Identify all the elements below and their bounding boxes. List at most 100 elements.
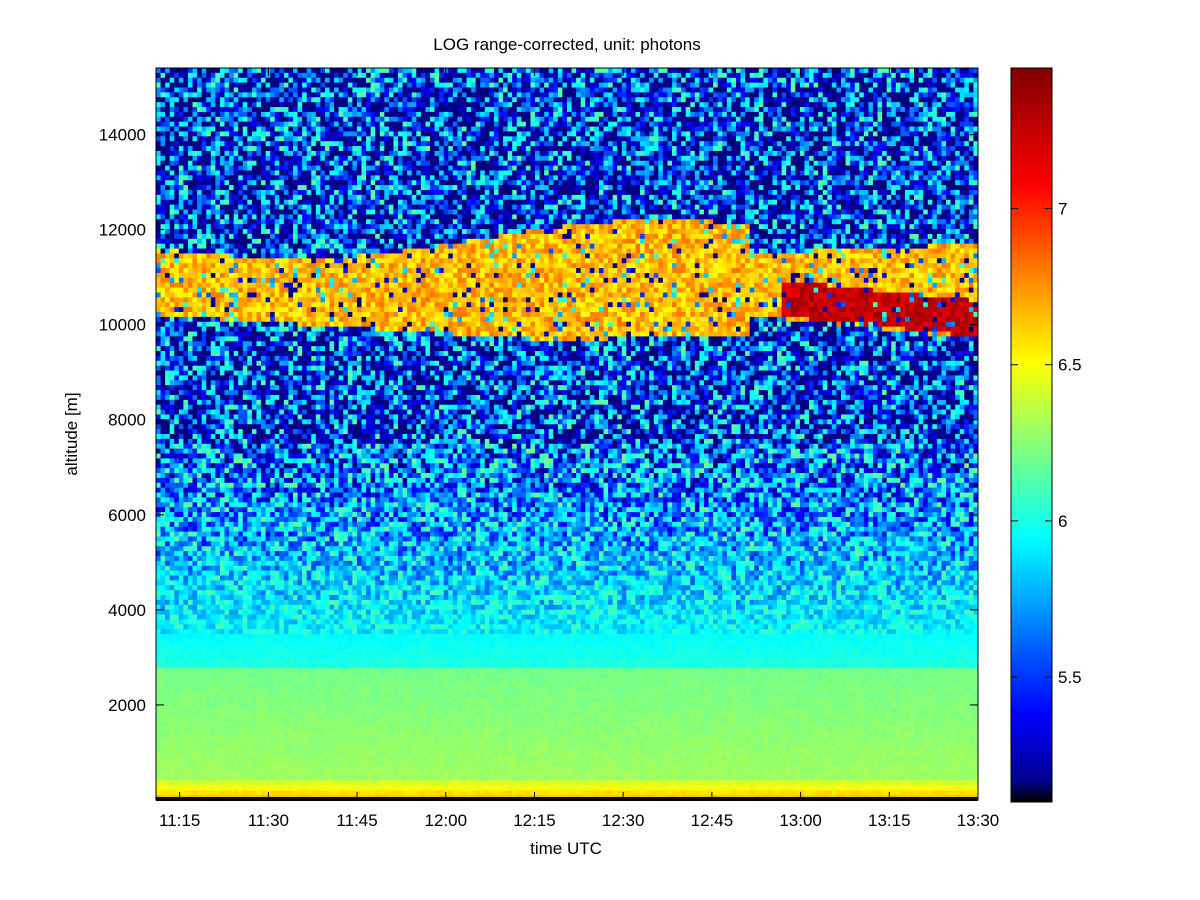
heatmap-cell <box>302 156 307 161</box>
heatmap-cell <box>275 268 280 273</box>
heatmap-cell <box>275 444 280 449</box>
heatmap-cell <box>220 761 225 766</box>
heatmap-cell <box>238 610 243 615</box>
heatmap-cell <box>266 576 271 581</box>
heatmap-cell <box>161 346 166 351</box>
heatmap-cell <box>215 297 220 302</box>
heatmap-cell <box>270 210 275 215</box>
heatmap-cell <box>298 639 303 644</box>
heatmap-cell <box>293 336 298 341</box>
heatmap-cell <box>174 790 179 795</box>
heatmap-cell <box>284 737 289 742</box>
heatmap-cell <box>225 297 230 302</box>
heatmap-cell <box>298 351 303 356</box>
heatmap-cell <box>220 83 225 88</box>
heatmap-cell <box>288 405 293 410</box>
heatmap-cell <box>225 156 230 161</box>
heatmap-cell <box>302 283 307 288</box>
heatmap-cell <box>165 312 170 317</box>
heatmap-cell <box>293 414 298 419</box>
heatmap-cell <box>174 610 179 615</box>
heatmap-cell <box>261 210 266 215</box>
heatmap-cell <box>170 317 175 322</box>
heatmap-cell <box>284 507 289 512</box>
heatmap-cell <box>261 771 266 776</box>
heatmap-cell <box>279 741 284 746</box>
heatmap-cell <box>252 693 257 698</box>
heatmap-cell <box>302 414 307 419</box>
heatmap-cell <box>211 253 216 258</box>
heatmap-cell <box>170 117 175 122</box>
heatmap-cell <box>170 576 175 581</box>
heatmap-cell <box>293 580 298 585</box>
heatmap-cell <box>288 180 293 185</box>
heatmap-cell <box>165 761 170 766</box>
heatmap-cell <box>302 790 307 795</box>
heatmap-cell <box>183 629 188 634</box>
heatmap-cell <box>307 102 312 107</box>
heatmap-cell <box>261 488 266 493</box>
heatmap-cell <box>252 351 257 356</box>
heatmap-cell <box>220 439 225 444</box>
heatmap-cell <box>288 97 293 102</box>
heatmap-cell <box>161 600 166 605</box>
heatmap-cell <box>206 551 211 556</box>
heatmap-cell <box>256 253 261 258</box>
heatmap-cell <box>284 751 289 756</box>
heatmap-cell <box>170 195 175 200</box>
heatmap-cell <box>188 332 193 337</box>
heatmap-cell <box>293 468 298 473</box>
heatmap-cell <box>188 702 193 707</box>
heatmap-cell <box>156 527 161 532</box>
heatmap-cell <box>183 551 188 556</box>
heatmap-cell <box>206 146 211 151</box>
heatmap-cell <box>215 512 220 517</box>
heatmap-cell <box>261 410 266 415</box>
heatmap-cell <box>266 361 271 366</box>
heatmap-cell <box>238 439 243 444</box>
heatmap-cell <box>288 224 293 229</box>
heatmap-cell <box>279 610 284 615</box>
heatmap-cell <box>197 488 202 493</box>
heatmap-cell <box>302 88 307 93</box>
heatmap-cell <box>170 380 175 385</box>
heatmap-cell <box>220 151 225 156</box>
heatmap-cell <box>302 444 307 449</box>
heatmap-cell <box>284 458 289 463</box>
heatmap-cell <box>220 283 225 288</box>
heatmap-cell <box>288 551 293 556</box>
heatmap-cell <box>288 141 293 146</box>
heatmap-cell <box>211 429 216 434</box>
heatmap-cell <box>188 292 193 297</box>
heatmap-cell <box>170 717 175 722</box>
heatmap-cell <box>202 146 207 151</box>
heatmap-cell <box>188 288 193 293</box>
heatmap-cell <box>298 707 303 712</box>
heatmap-cell <box>261 107 266 112</box>
heatmap-cell <box>288 780 293 785</box>
heatmap-cell <box>275 341 280 346</box>
heatmap-cell <box>234 73 239 78</box>
heatmap-cell <box>247 629 252 634</box>
heatmap-cell <box>220 273 225 278</box>
heatmap-cell <box>252 522 257 527</box>
heatmap-cell <box>193 532 198 537</box>
heatmap-cell <box>179 751 184 756</box>
heatmap-cell <box>170 92 175 97</box>
heatmap-cell <box>188 761 193 766</box>
heatmap-cell <box>238 751 243 756</box>
heatmap-cell <box>247 468 252 473</box>
heatmap-cell <box>161 268 166 273</box>
heatmap-cell <box>174 234 179 239</box>
heatmap-cell <box>234 200 239 205</box>
heatmap-cell <box>288 654 293 659</box>
heatmap-cell <box>215 410 220 415</box>
heatmap-cell <box>161 610 166 615</box>
heatmap-cell <box>252 468 257 473</box>
heatmap-cell <box>202 478 207 483</box>
heatmap-cell <box>293 488 298 493</box>
heatmap-cell <box>156 639 161 644</box>
heatmap-cell <box>156 741 161 746</box>
heatmap-cell <box>229 771 234 776</box>
heatmap-cell <box>183 522 188 527</box>
